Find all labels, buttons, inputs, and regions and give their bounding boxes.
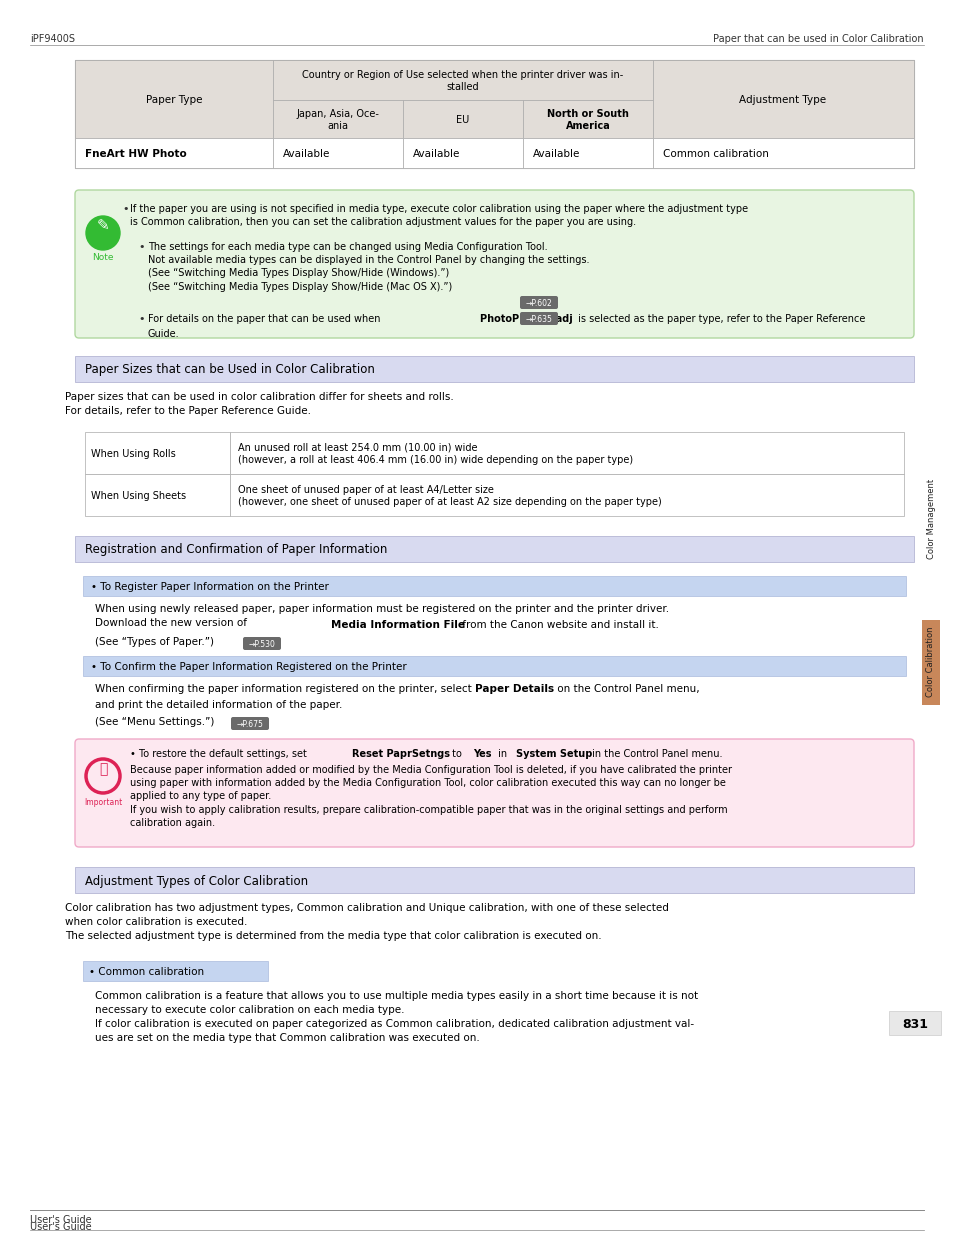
Text: Reset PaprSetngs: Reset PaprSetngs xyxy=(352,748,450,760)
Text: • Common calibration: • Common calibration xyxy=(89,967,204,977)
Bar xyxy=(921,620,939,705)
Bar xyxy=(402,100,522,138)
Bar xyxy=(522,138,652,168)
Text: For details on the paper that can be used when: For details on the paper that can be use… xyxy=(148,314,383,324)
Bar xyxy=(75,356,913,382)
Bar xyxy=(230,432,903,474)
Text: in the Control Panel menu.: in the Control Panel menu. xyxy=(588,748,721,760)
Bar xyxy=(75,867,913,893)
Bar xyxy=(273,100,402,138)
Bar xyxy=(273,61,652,100)
Text: Country or Region of Use selected when the printer driver was in-
stalled: Country or Region of Use selected when t… xyxy=(302,70,623,93)
Text: Paper sizes that can be used in color calibration differ for sheets and rolls.
F: Paper sizes that can be used in color ca… xyxy=(65,391,454,416)
Bar xyxy=(652,138,913,168)
Text: is selected as the paper type, refer to the Paper Reference: is selected as the paper type, refer to … xyxy=(575,314,864,324)
Text: Color Calibration: Color Calibration xyxy=(925,626,935,698)
Text: from the Canon website and install it.: from the Canon website and install it. xyxy=(458,620,659,630)
Text: →P.530: →P.530 xyxy=(249,640,275,650)
Text: •: • xyxy=(122,204,129,214)
Text: Japan, Asia, Oce-
ania: Japan, Asia, Oce- ania xyxy=(296,109,379,131)
Text: An unused roll at least 254.0 mm (10.00 in) wide
(however, a roll at least 406.4: An unused roll at least 254.0 mm (10.00 … xyxy=(237,442,633,466)
Text: Important: Important xyxy=(84,798,122,806)
Bar xyxy=(888,1011,940,1035)
FancyBboxPatch shape xyxy=(519,312,558,325)
Bar xyxy=(75,138,273,168)
Text: →P.635: →P.635 xyxy=(525,315,552,324)
Text: Common calibration is a feature that allows you to use multiple media types easi: Common calibration is a feature that all… xyxy=(95,990,698,1044)
Text: iPF9400S: iPF9400S xyxy=(30,35,75,44)
Text: ✎: ✎ xyxy=(96,219,110,233)
Text: The settings for each media type can be changed using Media Configuration Tool.
: The settings for each media type can be … xyxy=(148,242,589,291)
FancyBboxPatch shape xyxy=(75,190,913,338)
Text: Adjustment Type: Adjustment Type xyxy=(739,95,825,105)
Bar xyxy=(83,576,905,597)
Text: System Setup: System Setup xyxy=(516,748,592,760)
Bar xyxy=(83,656,905,676)
Text: Color Management: Color Management xyxy=(926,479,936,558)
Bar xyxy=(652,61,913,138)
Text: Paper Details: Paper Details xyxy=(475,684,554,694)
Text: • To Confirm the Paper Information Registered on the Printer: • To Confirm the Paper Information Regis… xyxy=(91,662,406,672)
Text: • To Register Paper Information on the Printer: • To Register Paper Information on the P… xyxy=(91,582,329,592)
Bar xyxy=(83,961,268,981)
Bar xyxy=(85,474,230,516)
Text: Available: Available xyxy=(413,149,460,159)
Text: PhotoProPlat adj: PhotoProPlat adj xyxy=(479,314,572,324)
Text: Available: Available xyxy=(283,149,330,159)
Text: Common calibration: Common calibration xyxy=(662,149,768,159)
Text: When Using Rolls: When Using Rolls xyxy=(91,450,175,459)
FancyBboxPatch shape xyxy=(243,637,281,650)
Text: and print the detailed information of the paper.: and print the detailed information of th… xyxy=(95,700,342,710)
Text: in: in xyxy=(495,748,510,760)
Text: Paper Type: Paper Type xyxy=(146,95,202,105)
Text: North or South
America: North or South America xyxy=(546,109,628,131)
FancyBboxPatch shape xyxy=(519,296,558,309)
Text: •: • xyxy=(138,314,144,324)
Bar xyxy=(75,61,273,138)
Text: FneArt HW Photo: FneArt HW Photo xyxy=(85,149,187,159)
Text: Adjustment Types of Color Calibration: Adjustment Types of Color Calibration xyxy=(85,874,308,888)
Text: →P.675: →P.675 xyxy=(236,720,263,729)
Text: ✋: ✋ xyxy=(99,762,107,776)
Bar xyxy=(273,138,402,168)
Text: on the Control Panel menu,: on the Control Panel menu, xyxy=(554,684,699,694)
Bar xyxy=(522,100,652,138)
Text: to: to xyxy=(449,748,464,760)
Text: • To restore the default settings, set: • To restore the default settings, set xyxy=(130,748,310,760)
Text: •: • xyxy=(138,242,144,252)
Text: Registration and Confirmation of Paper Information: Registration and Confirmation of Paper I… xyxy=(85,543,387,557)
Text: When confirming the paper information registered on the printer, select: When confirming the paper information re… xyxy=(95,684,475,694)
Text: Guide.: Guide. xyxy=(148,329,179,338)
Bar xyxy=(75,536,913,562)
Text: Paper Sizes that can be Used in Color Calibration: Paper Sizes that can be Used in Color Ca… xyxy=(85,363,375,377)
Text: EU: EU xyxy=(456,115,469,125)
Text: User's Guide: User's Guide xyxy=(30,1221,91,1233)
Text: One sheet of unused paper of at least A4/Letter size
(however, one sheet of unus: One sheet of unused paper of at least A4… xyxy=(237,484,661,508)
Text: (See “Types of Paper.”): (See “Types of Paper.”) xyxy=(95,637,213,647)
FancyBboxPatch shape xyxy=(75,739,913,847)
Text: When Using Sheets: When Using Sheets xyxy=(91,492,186,501)
Text: Color calibration has two adjustment types, Common calibration and Unique calibr: Color calibration has two adjustment typ… xyxy=(65,903,668,941)
Bar xyxy=(75,61,913,168)
Text: Available: Available xyxy=(533,149,579,159)
Circle shape xyxy=(86,216,120,249)
Text: User's Guide: User's Guide xyxy=(30,1215,91,1225)
Text: (See “Menu Settings.”): (See “Menu Settings.”) xyxy=(95,718,214,727)
Text: If the paper you are using is not specified in media type, execute color calibra: If the paper you are using is not specif… xyxy=(130,204,747,227)
Bar xyxy=(85,432,230,474)
Text: Media Information File: Media Information File xyxy=(331,620,464,630)
Text: →P.602: →P.602 xyxy=(525,299,552,308)
Text: Because paper information added or modified by the Media Configuration Tool is d: Because paper information added or modif… xyxy=(130,764,731,827)
Text: Note: Note xyxy=(92,253,113,262)
FancyBboxPatch shape xyxy=(231,718,269,730)
Text: When using newly released paper, paper information must be registered on the pri: When using newly released paper, paper i… xyxy=(95,604,668,627)
Text: Paper that can be used in Color Calibration: Paper that can be used in Color Calibrat… xyxy=(713,35,923,44)
Bar xyxy=(402,138,522,168)
Text: Yes: Yes xyxy=(473,748,491,760)
Text: 831: 831 xyxy=(901,1018,927,1030)
Bar xyxy=(230,474,903,516)
